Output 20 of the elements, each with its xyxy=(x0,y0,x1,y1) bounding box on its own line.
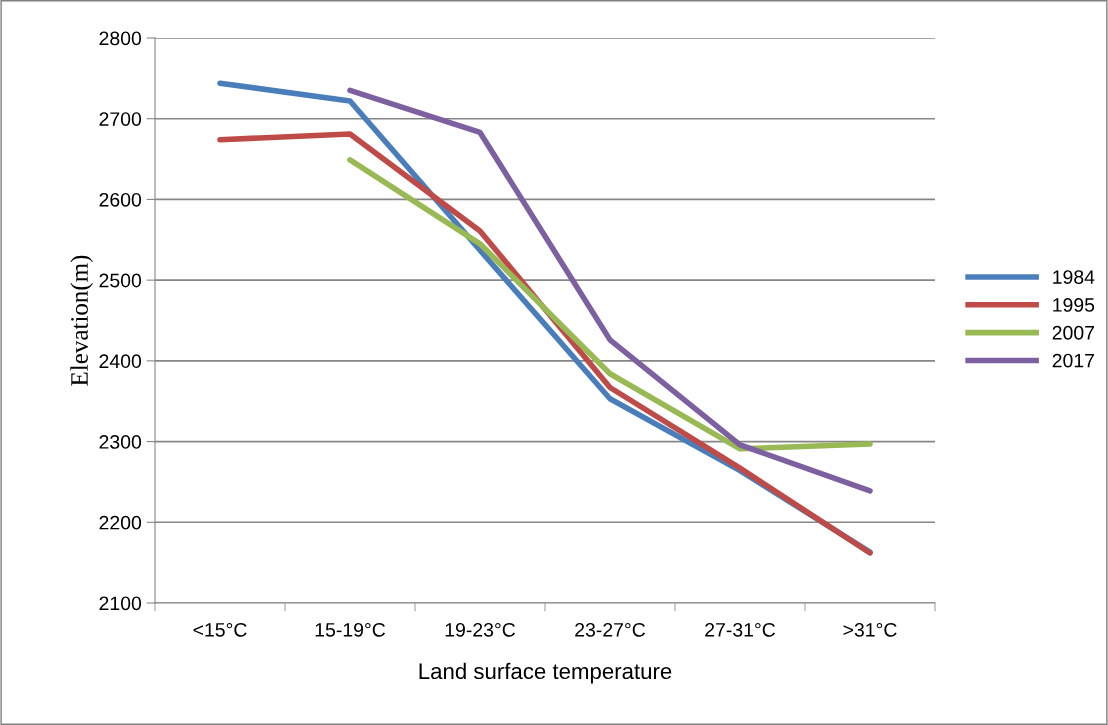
legend-label: 2017 xyxy=(1052,353,1094,368)
x-tick-label: 15-19°C xyxy=(315,622,386,637)
y-tick-label: 2400 xyxy=(99,354,142,369)
y-tick-label: 2800 xyxy=(99,31,142,46)
y-tick-label: 2600 xyxy=(99,192,142,207)
y-tick-label: 2300 xyxy=(99,435,142,449)
x-tick-label: <15°C xyxy=(193,622,247,637)
y-tick-label: 2100 xyxy=(99,596,142,611)
legend-label: 2007 xyxy=(1052,325,1094,340)
x-tick-label: 27-31°C xyxy=(705,622,776,637)
legend-label: 1984 xyxy=(1053,270,1095,284)
x-tick-label: 23-27°C xyxy=(575,622,646,637)
x-axis-title: Land surface temperature xyxy=(419,662,672,684)
y-tick-label: 2500 xyxy=(99,273,142,288)
legend-label: 1995 xyxy=(1053,298,1095,312)
x-tick-label: >31°C xyxy=(843,622,897,637)
x-tick-label: 19-23°C xyxy=(445,622,516,637)
y-tick-label: 2200 xyxy=(99,515,142,530)
y-axis-title: Elevation(m) xyxy=(70,255,93,386)
y-tick-label: 2700 xyxy=(99,112,142,126)
